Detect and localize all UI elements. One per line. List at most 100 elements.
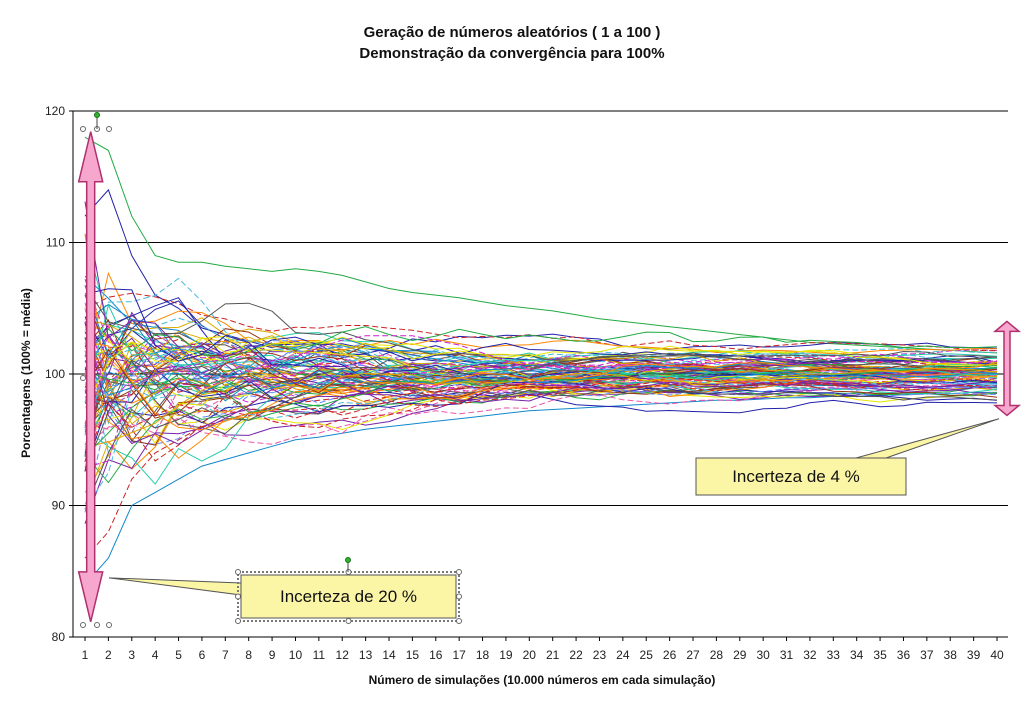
series-line [84,136,998,354]
x-tick-label: 24 [616,648,630,662]
selection-handle [456,569,462,575]
x-tick-label: 27 [686,648,700,662]
x-tick-label: 17 [452,648,466,662]
x-tick-label: 28 [710,648,724,662]
callout-text-20: Incerteza de 20 % [280,587,417,606]
series-line [84,350,998,472]
x-tick-label: 12 [336,648,350,662]
chart-title-block: Geração de números aleatórios ( 1 a 100 … [0,22,1024,64]
x-tick-label: 18 [476,648,490,662]
series-line [84,335,998,409]
annotations: Incerteza de 20 % Incerteza de 4 % [77,112,1022,628]
x-tick-label: 4 [152,648,159,662]
x-tick-label: 20 [523,648,537,662]
selection-handle [106,126,112,132]
x-tick-label: 36 [897,648,911,662]
series-line [84,387,998,524]
x-tick-label: 34 [850,648,864,662]
x-tick-label: 16 [429,648,443,662]
x-tick-label: 29 [733,648,747,662]
series-line [84,348,998,416]
y-tick-label: 100 [45,367,65,381]
y-tick-label: 90 [52,499,66,513]
series-line [84,311,998,393]
uncertainty-20-arrow [77,131,104,623]
selection-handle [456,593,462,600]
series-line [84,285,998,371]
x-tick-label: 15 [406,648,420,662]
uncertainty-4-arrow [992,320,1022,417]
series-line [84,363,998,485]
selection-handle [106,622,112,628]
series-line [84,335,998,469]
rotation-handle [345,557,351,563]
x-tick-label: 40 [990,648,1004,662]
series-line [84,377,998,462]
series-line [84,326,998,361]
x-tick-label: 2 [105,648,112,662]
selection-handle [345,618,352,624]
selection-handle [456,618,462,624]
x-tick-label: 22 [569,648,583,662]
y-axis-ticks: 80 90 100 110 120 [45,104,73,644]
y-tick-label: 80 [52,630,66,644]
series-line [84,381,998,428]
x-tick-label: 35 [873,648,887,662]
x-tick-label: 9 [269,648,276,662]
series-line [84,350,998,459]
x-tick-label: 39 [967,648,981,662]
selection-handle [80,622,86,628]
x-tick-label: 25 [640,648,654,662]
x-tick-label: 37 [920,648,934,662]
series-line [84,294,998,389]
x-tick-label: 33 [827,648,841,662]
x-tick-label: 14 [382,648,396,662]
callout-text-4: Incerteza de 4 % [732,467,860,486]
series-line [84,347,998,385]
x-tick-label: 5 [175,648,182,662]
series-line [84,303,998,403]
series-line [84,277,998,366]
y-axis-label: Porcentagens (100% = média) [19,288,33,458]
x-tick-label: 32 [803,648,817,662]
gridlines [73,110,1008,506]
chart-title: Geração de números aleatórios ( 1 a 100 … [363,24,661,41]
x-tick-label: 11 [313,648,326,662]
series-line [84,339,998,382]
chart-subtitle: Demonstração da convergência para 100% [359,45,665,62]
x-tick-label: 19 [499,648,513,662]
x-tick-label: 26 [663,648,677,662]
series-line [84,300,998,371]
selection-handle [80,126,86,132]
selection-handle [235,618,241,624]
x-tick-label: 31 [780,648,794,662]
series-line [84,285,998,389]
x-tick-label: 1 [82,648,89,662]
x-tick-label: 30 [756,648,770,662]
x-tick-label: 13 [359,648,373,662]
x-tick-label: 38 [944,648,958,662]
series-line [84,271,998,375]
series-line [84,341,998,431]
series-line [84,357,998,424]
series-line [84,288,998,384]
series-group [84,136,998,585]
x-tick-label: 23 [593,648,607,662]
y-tick-label: 110 [46,236,65,250]
x-tick-label: 8 [245,648,252,662]
series-line [84,317,998,398]
x-tick-label: 21 [546,648,560,662]
selection-handle [94,622,100,628]
series-line [84,348,998,436]
x-tick-label: 3 [128,648,135,662]
callout-box-4[interactable] [695,457,907,496]
series-line [84,233,998,367]
callout-pointer [855,418,1000,459]
selection-handle [235,593,241,600]
x-tick-label: 7 [222,648,229,662]
callout-pointer [108,577,242,596]
series-line [84,201,998,403]
rotation-handle [94,112,100,118]
x-axis-ticks: 1 2 3 4 5 6 7 8 9 10 11 12 13 14 15 16 17 18 19 20 21 22 23 24 2… [82,637,1004,662]
